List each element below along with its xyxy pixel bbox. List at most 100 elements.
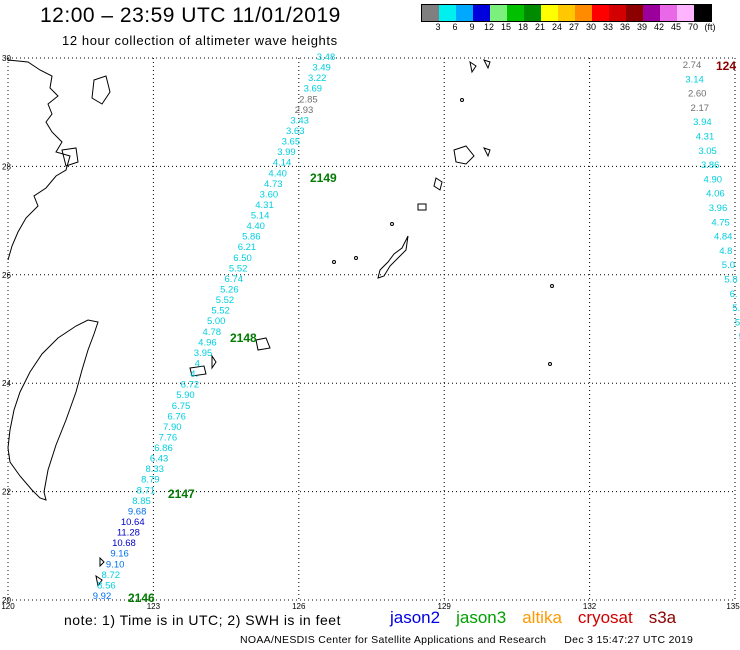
colorbar-labels: 3 6 9 12 15 18 21 24 27 30 33 36 39 42 45 70 (ft) [421, 22, 740, 34]
islet [332, 260, 336, 264]
wave-height-value: 2.85 [299, 94, 318, 105]
colorbar-label: 18 [517, 22, 529, 32]
wave-height-value: 6.43 [150, 454, 169, 465]
colorbar-label: 6 [452, 22, 458, 32]
island [99, 556, 105, 568]
china-coastline [7, 59, 71, 261]
pass-labels: 2149 2148 2147 2146 124 [128, 59, 736, 605]
colorbar-label: 9 [469, 22, 475, 32]
wave-height-value: 5.52 [229, 263, 248, 274]
pass-number-label: 124 [716, 59, 736, 73]
wave-height-value: 5.26 [220, 285, 239, 296]
colorbar-label: (ft) [704, 22, 716, 32]
colorbar-label: 21 [534, 22, 546, 32]
wave-height-value: 7.90 [163, 422, 182, 433]
lat-tick-label: 22 [2, 488, 11, 497]
wave-height-value: 2.93 [295, 105, 314, 116]
colorbar-label: 12 [483, 22, 495, 32]
wave-height-value: 4. [190, 369, 198, 380]
wave-height-value: 4.73 [264, 179, 283, 190]
mission-label-jason2: jason2 [390, 608, 441, 627]
wave-height-value: 3.65 [282, 137, 301, 148]
wave-height-value: 5 [739, 332, 740, 343]
islet [390, 222, 394, 226]
island [483, 59, 491, 70]
wave-height-value: 3.14 [685, 74, 704, 85]
islet [550, 284, 554, 288]
wave-height-value: 2.74 [683, 60, 702, 71]
wave-height-value: 3.22 [308, 73, 327, 84]
wave-height-value: 2.60 [688, 89, 707, 100]
mission-legend: jason2 jason3 altika cryosat s3a [390, 608, 692, 628]
islet [354, 256, 358, 260]
lon-tick-label: 123 [147, 602, 161, 611]
wave-height-value: 3.86 [701, 160, 720, 171]
wave-height-value: 9.10 [106, 559, 125, 570]
islet [548, 362, 552, 366]
wave-height-value: 9.68 [128, 506, 147, 517]
colorbar-swatch [473, 5, 490, 21]
colorbar-label: 27 [568, 22, 580, 32]
island [61, 147, 79, 167]
wave-height-value: 3.05 [698, 146, 717, 157]
axis-tick-labels: 120 123 126 129 132 135 30 28 26 24 22 20 [1, 54, 740, 611]
island [91, 75, 111, 105]
wave-height-value: 3.60 [260, 189, 279, 200]
lat-tick-label: 28 [2, 162, 11, 171]
wave-height-value: 4.90 [704, 174, 723, 185]
lon-tick-label: 120 [1, 602, 15, 611]
wave-height-value: 3.94 [693, 117, 712, 128]
wave-height-value: 4.06 [706, 189, 725, 200]
wave-height-value: 3.69 [304, 84, 323, 95]
islet [460, 98, 464, 102]
land-outlines [7, 59, 554, 588]
colorbar-swatch [524, 5, 541, 21]
island [469, 60, 477, 74]
wave-height-value: 4. [195, 358, 203, 369]
island [95, 574, 103, 588]
wave-height-value: 3.49 [312, 63, 331, 74]
colorbar-label: 24 [551, 22, 563, 32]
colorbar-swatch [422, 5, 439, 21]
wave-height-value: 4.75 [711, 217, 730, 228]
wave-height-value: 4.40 [246, 221, 265, 232]
wave-height-value: 3.48 [317, 52, 336, 63]
map-grid [7, 57, 736, 601]
colorbar-swatch [490, 5, 507, 21]
lon-tick-label: 129 [438, 602, 452, 611]
colorbar-swatch [677, 5, 694, 21]
pass-number-label: 2147 [168, 487, 195, 501]
wave-height-value: 7.76 [159, 432, 178, 443]
wave-height-value: 4.31 [696, 132, 715, 143]
miyako-island [255, 337, 271, 351]
wave-height-value: 4.96 [198, 337, 217, 348]
colorbar-label: 45 [670, 22, 682, 32]
wave-height-value: 6.75 [172, 401, 191, 412]
wave-height-value: 9.92 [93, 591, 112, 602]
wave-height-value: 5.52 [211, 306, 230, 317]
island [433, 177, 443, 191]
wave-height-value: 5.86 [242, 232, 261, 243]
colorbar-swatch [507, 5, 524, 21]
colorbar-swatch [626, 5, 643, 21]
wave-height-value: 8.56 [97, 580, 116, 591]
colorbar-swatch [558, 5, 575, 21]
colorbar-label: 33 [602, 22, 614, 32]
island [483, 147, 491, 158]
pass-number-label: 2149 [310, 171, 337, 185]
colorbar-label: 15 [500, 22, 512, 32]
wave-height-value: 4.14 [273, 158, 292, 169]
note-text: note: 1) Time is in UTC; 2) SWH is in fe… [64, 612, 341, 628]
ishigaki-island [189, 365, 207, 377]
colorbar-swatch [643, 5, 660, 21]
colorbar-swatch [541, 5, 558, 21]
wave-height-value: 3.99 [277, 147, 296, 158]
wave-height-value: 6.76 [167, 411, 186, 422]
wave-height-value: 4.78 [203, 327, 222, 338]
wave-height-value: 8.72 [102, 570, 121, 581]
wave-height-value: 5.8 [724, 275, 737, 286]
wave-height-value: 3.63 [286, 126, 305, 137]
colorbar-label: 36 [619, 22, 631, 32]
colorbar-swatch [592, 5, 609, 21]
wave-height-value: 6.50 [233, 253, 252, 264]
